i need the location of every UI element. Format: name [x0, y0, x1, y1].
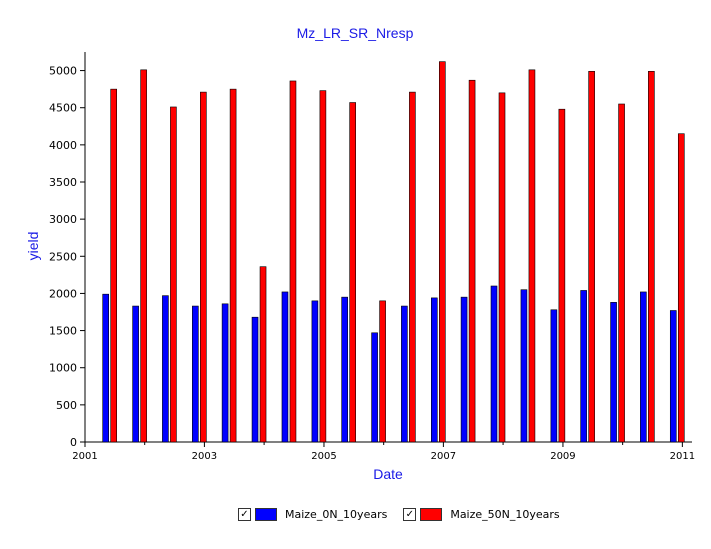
bar-series-1 — [520, 289, 528, 443]
bar-series-1 — [490, 285, 498, 443]
bar-series-2 — [528, 69, 536, 443]
bar-series-1 — [460, 296, 468, 443]
bar-series-1 — [371, 332, 378, 443]
x-tick-label: 2003 — [192, 451, 217, 462]
y-tick-label: 1000 — [49, 362, 77, 375]
bar-series-2 — [618, 103, 625, 443]
bar-series-2 — [110, 88, 117, 443]
y-tick-label: 3500 — [49, 176, 77, 189]
bar-series-2 — [468, 79, 476, 443]
y-axis-label: yield — [25, 232, 41, 261]
y-tick-label: 3000 — [49, 213, 77, 226]
bar-series-1 — [401, 305, 408, 443]
bars — [102, 61, 685, 443]
bar-series-2 — [200, 91, 207, 443]
bar-series-1 — [192, 305, 199, 443]
bar-series-1 — [550, 309, 558, 443]
bar-series-2 — [409, 91, 416, 443]
y-tick-label: 500 — [56, 399, 77, 412]
bar-series-2 — [229, 88, 237, 443]
x-tick-label: 2001 — [72, 451, 97, 462]
y-tick-label: 4500 — [49, 102, 77, 115]
legend-item-series-2[interactable]: ✓ Maize_50N_10years — [403, 507, 560, 521]
bar-series-1 — [431, 297, 438, 443]
legend: ✓ Maize_0N_10years ✓ Maize_50N_10years — [238, 505, 576, 523]
y-tick-label: 4000 — [49, 139, 77, 152]
bar-series-2 — [677, 133, 685, 443]
bar-series-1 — [102, 293, 109, 443]
bar-series-2 — [349, 102, 356, 443]
y-tick-label: 2000 — [49, 287, 77, 300]
bar-series-1 — [132, 305, 139, 443]
bar-series-2 — [259, 266, 267, 443]
bar-series-1 — [580, 290, 587, 443]
legend-swatch-series-2 — [420, 507, 443, 521]
chart-title: Mz_LR_SR_Nresp — [297, 25, 414, 41]
bar-series-1 — [251, 316, 259, 443]
x-tick-label: 2011 — [670, 451, 695, 462]
y-tick-label: 1500 — [49, 325, 77, 338]
bar-series-2 — [379, 300, 386, 443]
y-tick-label: 0 — [70, 436, 77, 449]
x-tick-label: 2007 — [431, 451, 456, 462]
legend-checkbox-series-2[interactable]: ✓ — [403, 507, 417, 521]
legend-swatch-series-1 — [255, 507, 277, 521]
bar-series-1 — [610, 302, 617, 443]
bar-series-2 — [558, 108, 566, 443]
bar-series-1 — [311, 300, 319, 443]
legend-label-series-1: Maize_0N_10years — [285, 507, 388, 521]
bar-series-2 — [319, 90, 327, 443]
bar-series-2 — [648, 71, 655, 443]
legend-item-series-1[interactable]: ✓ Maize_0N_10years — [238, 507, 388, 521]
bar-series-2 — [170, 106, 177, 443]
x-tick-label: 2005 — [311, 451, 336, 462]
bar-series-1 — [281, 291, 289, 443]
bar-series-1 — [162, 295, 169, 443]
bar-series-2 — [439, 61, 446, 443]
x-axis-label: Date — [373, 466, 403, 482]
bar-series-2 — [289, 80, 297, 443]
y-tick-label: 5000 — [49, 65, 77, 78]
legend-label-series-2: Maize_50N_10years — [450, 507, 560, 521]
bar-series-1 — [221, 303, 229, 443]
bar-series-1 — [341, 296, 348, 443]
x-tick-label: 2009 — [550, 451, 575, 462]
bar-series-2 — [588, 71, 595, 443]
y-axis: 0 500 1000 1500 2000 2500 3000 3500 4000 4500 5000 — [49, 52, 86, 449]
x-axis: 2001 2003 2005 2007 2009 2011 — [72, 441, 695, 462]
bar-series-2 — [140, 69, 147, 443]
bar-series-2 — [498, 92, 506, 443]
y-tick-label: 2500 — [49, 250, 77, 263]
bar-series-1 — [669, 310, 677, 443]
bar-series-1 — [640, 291, 647, 443]
legend-checkbox-series-1[interactable]: ✓ — [238, 507, 251, 521]
